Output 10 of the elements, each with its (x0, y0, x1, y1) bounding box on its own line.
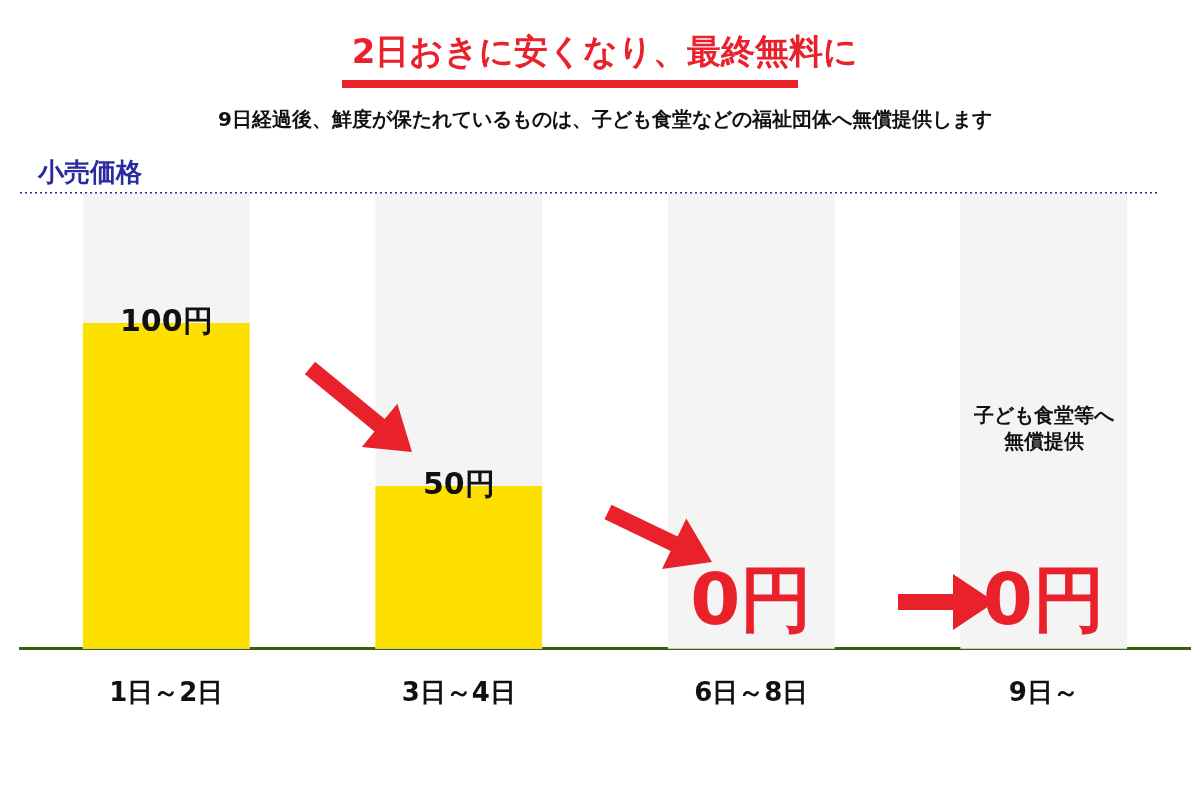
data-label: 0円 (982, 556, 1105, 641)
x-tick-label: 1日～2日 (109, 677, 224, 708)
x-tick-label: 6日～8日 (694, 677, 809, 708)
chart-subtitle: 9日経過後、鮮度が保たれているものは、子ども食堂などの福祉団体へ無償提供します (218, 107, 992, 131)
annotation: 子ども食堂等へ無償提供 (972, 403, 1115, 454)
x-tick-label: 3日～4日 (401, 677, 516, 708)
x-tick-label: 9日～ (1008, 677, 1079, 708)
data-label: 0円 (690, 556, 813, 641)
chart-title: 2日おきに安くなり、最終無料に (351, 31, 859, 72)
y-axis-title: 小売価格 (37, 156, 142, 187)
